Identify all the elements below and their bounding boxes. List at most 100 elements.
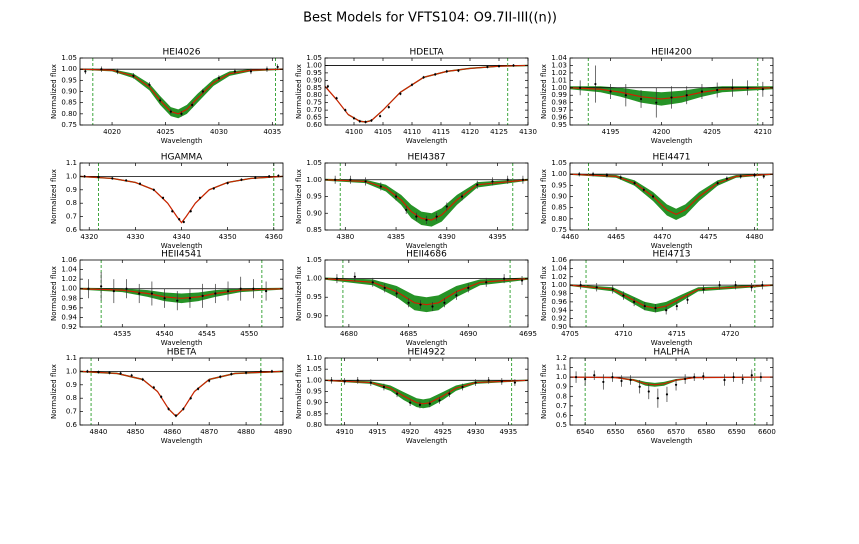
data-point [624, 94, 627, 97]
x-axis-label: Wavelength [651, 339, 693, 347]
data-point [160, 395, 163, 398]
x-tick-label: 4480 [746, 233, 764, 241]
data-point [138, 292, 141, 295]
data-point [152, 386, 155, 389]
data-point [125, 179, 128, 182]
plot-area [325, 58, 528, 125]
data-point [674, 383, 678, 386]
data-point [150, 292, 153, 295]
y-tick-label: 0.94 [61, 313, 77, 321]
data-point [240, 178, 243, 181]
data-point [609, 90, 612, 93]
y-tick-label: 1.00 [61, 65, 77, 73]
y-tick-label: 0.7 [66, 213, 77, 221]
y-tick-label: 0.65 [306, 114, 322, 122]
data-point [264, 290, 268, 293]
data-point [654, 307, 657, 310]
model-line [325, 179, 528, 221]
data-point [656, 397, 659, 400]
x-axis-label: Wavelength [406, 137, 448, 145]
y-tick-label: 0.95 [306, 193, 322, 201]
y-tick-label: 0.95 [306, 388, 322, 396]
panel: 4195 4200 4205 4210 0.950.960.970.980.991.00… [540, 48, 774, 145]
y-tick-label: 0.90 [306, 209, 322, 217]
data-point [335, 277, 339, 280]
data-point [83, 175, 86, 178]
data-point [97, 175, 100, 179]
data-point [485, 281, 488, 284]
data-point [700, 90, 704, 93]
data-point [395, 292, 398, 295]
y-axis-label: Normalized flux [540, 64, 548, 119]
x-tick-label: 4025 [157, 128, 175, 136]
data-point [197, 387, 200, 390]
data-point [642, 188, 645, 191]
y-tick-label: 0.8 [556, 392, 567, 400]
data-point [457, 69, 460, 72]
data-point [761, 284, 764, 287]
panel-title: HEII4200 [651, 48, 692, 58]
data-point [108, 371, 111, 374]
data-point [189, 210, 192, 213]
y-tick-label: 0.90 [61, 88, 77, 96]
x-axis-label: Wavelength [651, 137, 693, 145]
data-point [182, 220, 185, 224]
x-tick-label: 4210 [754, 128, 772, 136]
y-tick-label: 1.00 [306, 275, 322, 283]
x-tick-label: 4535 [113, 330, 131, 338]
data-point [86, 370, 89, 373]
data-point [579, 86, 582, 89]
data-point [233, 70, 237, 73]
x-axis-label: Wavelength [161, 437, 203, 445]
x-tick-label: 4380 [336, 233, 354, 241]
plot-area [570, 163, 773, 230]
axes-frame [79, 357, 284, 426]
y-tick-label: 0.95 [306, 293, 322, 301]
data-point [750, 286, 753, 289]
y-tick-label: 0.75 [306, 99, 322, 107]
data-point [746, 86, 749, 89]
y-axis-label: Normalized flux [50, 169, 58, 224]
y-tick-label: 0.75 [551, 226, 567, 234]
panel: 4535 4540 4545 4550 0.92 0.940.96 0.981.00 1.02… [50, 250, 284, 347]
x-tick-label: 4020 [103, 128, 121, 136]
data-point [448, 392, 451, 395]
data-point [379, 185, 382, 188]
y-tick-label: 1.04 [61, 266, 77, 274]
x-tick-label: 6570 [667, 428, 685, 436]
y-tick-label: 1.00 [306, 61, 322, 69]
y-tick-label: 0.95 [306, 69, 322, 77]
panel-title: HGAMMA [161, 153, 203, 163]
model-line [325, 64, 528, 123]
data-point [217, 77, 220, 80]
x-axis-label: Wavelength [406, 242, 448, 250]
model-line [570, 173, 773, 216]
data-point [344, 109, 347, 112]
data-point [358, 120, 361, 123]
data-point [731, 86, 734, 89]
panel: 6540 6550 6560 6570 6580 6590 6600 0.5 0.60.7 0.8… [540, 348, 776, 446]
y-tick-label: 0.98 [61, 294, 77, 302]
data-point [178, 218, 181, 221]
panel-title: HEII4541 [161, 250, 202, 260]
x-tick-label: 4465 [607, 233, 625, 241]
y-tick-label: 1.06 [61, 256, 77, 264]
plot-area [80, 163, 283, 230]
data-point [387, 106, 390, 109]
y-tick-label: 1.02 [61, 275, 77, 283]
x-tick-label: 4870 [200, 428, 218, 436]
data-point [434, 73, 437, 76]
panel-title: HEI4026 [162, 48, 200, 58]
y-axis-label: Normalized flux [295, 64, 303, 119]
data-point [718, 284, 721, 287]
y-tick-label: 1.00 [551, 170, 567, 178]
y-tick-label: 1.1 [66, 354, 77, 362]
panel: 4020 4025 4030 4035 0.75 0.80 0.85 0.90 0.95 1.00… [50, 48, 284, 145]
data-point [171, 210, 174, 213]
data-point [97, 370, 100, 374]
x-tick-label: 4690 [459, 330, 477, 338]
panel: 4100 4105 4110 4115 4120 4125 4130 0.600.650.70… [295, 48, 537, 146]
data-point [513, 381, 517, 384]
x-axis-label: Wavelength [651, 242, 693, 250]
y-tick-label: 0.85 [551, 204, 567, 212]
